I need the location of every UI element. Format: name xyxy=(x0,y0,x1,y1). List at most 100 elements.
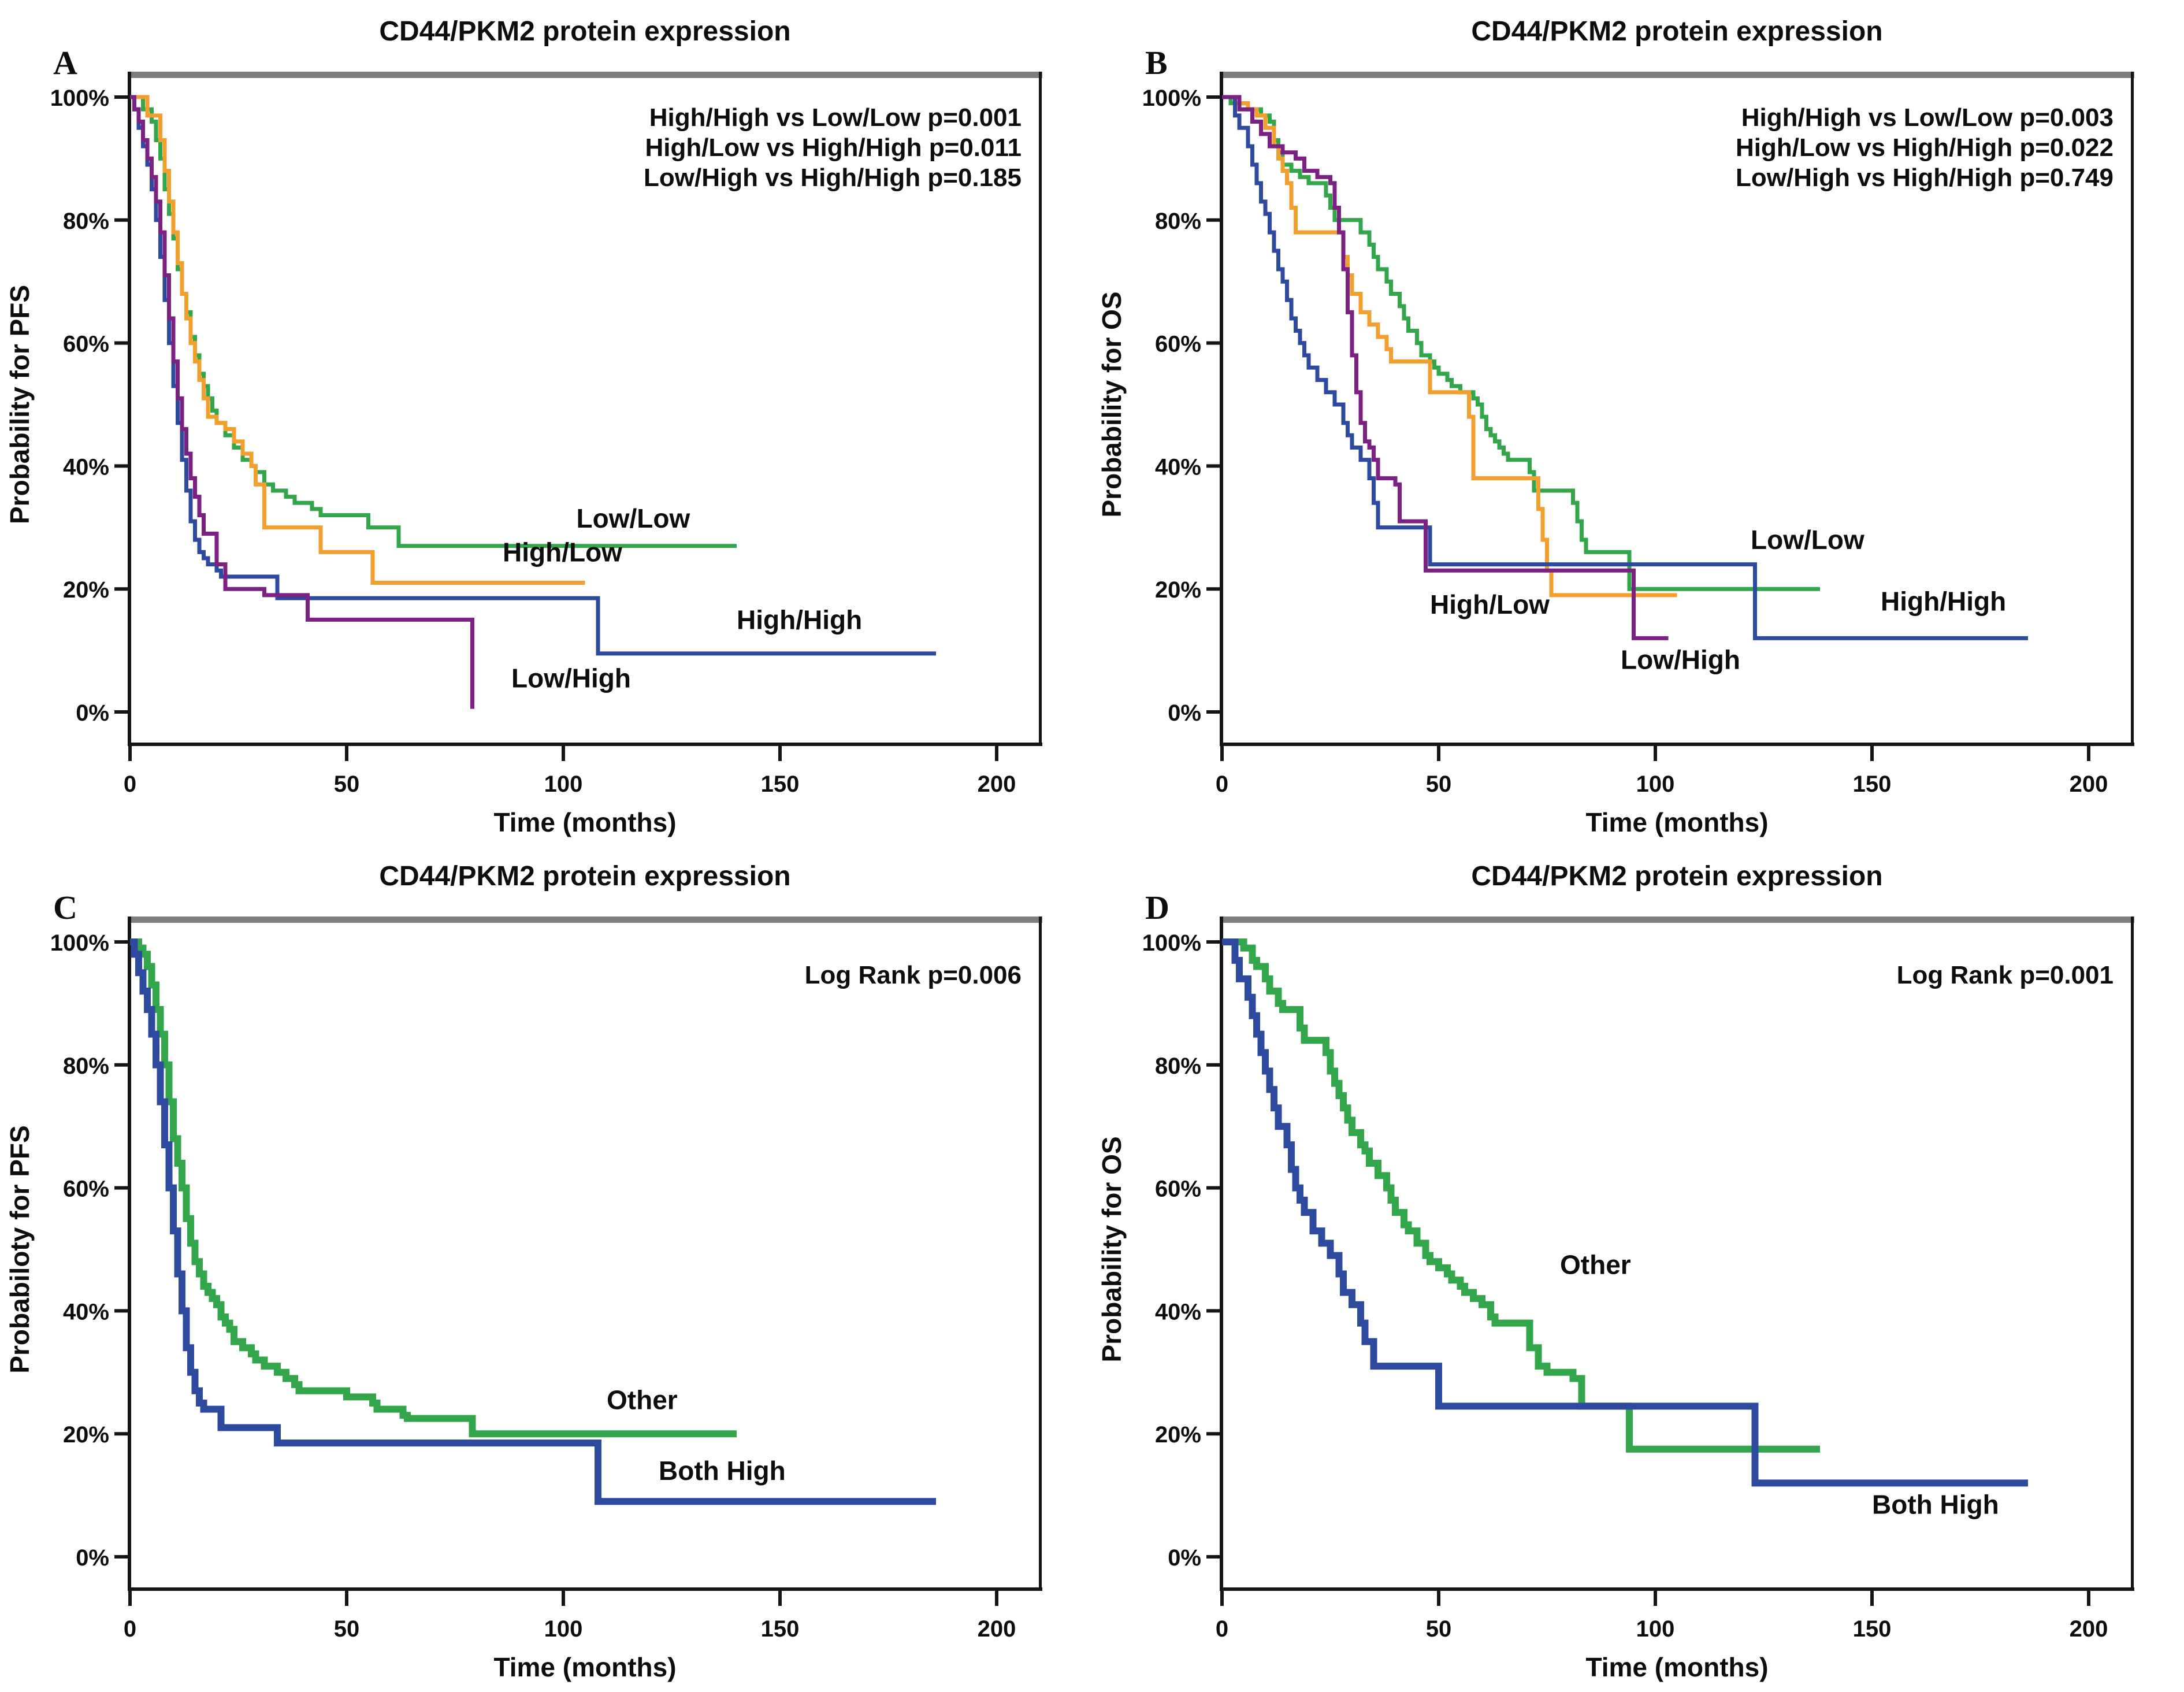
panel-b-os-four-groups: B CD44/PKM2 protein expression 0% 20% 40% 60%… xyxy=(1092,0,2184,844)
x-tick xyxy=(778,746,782,761)
x-tick-label: 50 xyxy=(334,1616,360,1642)
y-axis-title: Probabiloty for PFS xyxy=(5,1125,35,1373)
pvalue-annotation: High/Low vs High/High p=0.011 xyxy=(645,133,1022,162)
y-tick xyxy=(1206,341,1220,345)
x-tick-label: 50 xyxy=(1426,1616,1452,1642)
y-tick-label: 20% xyxy=(63,1422,109,1448)
plot-frame-top xyxy=(128,916,1042,923)
y-tick-label: 20% xyxy=(63,577,109,603)
x-tick xyxy=(562,1591,565,1606)
y-tick xyxy=(114,464,128,468)
y-axis-title: Probability for OS xyxy=(1097,291,1127,517)
y-tick-label: 40% xyxy=(1155,1299,1201,1324)
km-plot-a: A CD44/PKM2 protein expression 0% 20% 40% 60%… xyxy=(5,16,1042,837)
km-curve-high-high xyxy=(130,95,936,656)
y-tick-label: 0% xyxy=(76,1545,109,1571)
x-axis-line xyxy=(1220,743,2134,746)
y-tick-label: 0% xyxy=(76,700,109,726)
plot-frame-top xyxy=(1220,916,2134,923)
y-tick xyxy=(1206,1555,1220,1559)
y-tick-label: 100% xyxy=(50,930,109,956)
x-tick-label: 150 xyxy=(761,771,800,797)
plot-frame-top xyxy=(1220,72,2134,78)
km-curve-high-high xyxy=(1222,95,2028,640)
y-tick xyxy=(1206,1309,1220,1313)
curve-label-low-high: Low/High xyxy=(511,663,631,693)
y-axis-line xyxy=(128,72,131,746)
pvalue-annotation: High/High vs Low/Low p=0.003 xyxy=(1741,103,2114,132)
km-curve-high-low xyxy=(130,95,585,585)
y-tick-label: 60% xyxy=(63,1177,109,1202)
x-tick-label: 100 xyxy=(544,1616,583,1642)
x-tick-label: 200 xyxy=(978,771,1016,797)
y-tick-label: 0% xyxy=(1168,700,1201,726)
curve-label-low-high: Low/High xyxy=(1621,645,1740,675)
x-tick xyxy=(995,746,998,761)
y-tick xyxy=(114,341,128,345)
y-tick xyxy=(1206,587,1220,591)
y-tick-label: 40% xyxy=(63,1299,109,1324)
y-tick-label: 40% xyxy=(1155,454,1201,480)
curve-label-other: Other xyxy=(1560,1250,1631,1280)
x-tick-label: 150 xyxy=(1853,771,1892,797)
y-tick-label: 40% xyxy=(63,454,109,480)
pvalue-annotation: High/High vs Low/Low p=0.001 xyxy=(649,103,1022,132)
y-tick xyxy=(1206,218,1220,222)
x-tick xyxy=(995,1591,998,1606)
x-tick xyxy=(1870,746,1874,761)
x-tick-label: 0 xyxy=(1216,1616,1228,1642)
km-curve-low-low xyxy=(1222,95,1820,591)
y-tick xyxy=(1206,1186,1220,1190)
x-tick xyxy=(1870,1591,1874,1606)
km-plot-c: C CD44/PKM2 protein expression 0% 20% 40% 60%… xyxy=(5,861,1042,1682)
panel-letter-a: A xyxy=(53,44,77,81)
x-tick-label: 200 xyxy=(2070,771,2108,797)
x-tick xyxy=(778,1591,782,1606)
panel-letter-b: B xyxy=(1145,44,1168,81)
chart-title: CD44/PKM2 protein expression xyxy=(379,16,790,47)
x-tick xyxy=(1654,746,1657,761)
km-curve-low-high xyxy=(1222,95,1669,640)
curve-label-high-low: High/Low xyxy=(1430,589,1550,619)
y-tick xyxy=(114,1309,128,1313)
x-tick-label: 0 xyxy=(124,1616,136,1642)
x-tick-label: 200 xyxy=(2070,1616,2108,1642)
chart-title: CD44/PKM2 protein expression xyxy=(379,861,790,892)
x-tick xyxy=(2087,746,2090,761)
x-tick xyxy=(1437,746,1440,761)
chart-title: CD44/PKM2 protein expression xyxy=(1471,861,1882,892)
y-axis-title: Probability for PFS xyxy=(5,285,35,524)
y-tick-label: 80% xyxy=(1155,1053,1201,1079)
x-tick xyxy=(128,746,132,761)
pvalue-annotation: Log Rank p=0.001 xyxy=(1897,961,2114,989)
y-tick xyxy=(114,218,128,222)
x-tick xyxy=(562,746,565,761)
x-tick xyxy=(1654,1591,1657,1606)
x-tick-label: 150 xyxy=(1853,1616,1892,1642)
x-axis-line xyxy=(128,1587,1042,1591)
x-tick xyxy=(1437,1591,1440,1606)
panel-letter-c: C xyxy=(53,889,77,926)
pvalue-annotation: Log Rank p=0.006 xyxy=(805,961,1022,989)
x-tick xyxy=(2087,1591,2090,1606)
km-curve-both-high xyxy=(130,938,936,1505)
pvalue-annotation: Low/High vs High/High p=0.185 xyxy=(644,164,1022,192)
curve-label-low-low: Low/Low xyxy=(1751,525,1864,555)
x-tick-label: 0 xyxy=(1216,771,1228,797)
y-tick-label: 80% xyxy=(63,1053,109,1079)
x-axis-title: Time (months) xyxy=(493,807,676,837)
y-tick-label: 60% xyxy=(1155,1177,1201,1202)
y-axis-line xyxy=(1220,72,1223,746)
y-tick-label: 80% xyxy=(63,209,109,234)
curve-label-low-low: Low/Low xyxy=(577,503,690,533)
x-tick-label: 150 xyxy=(761,1616,800,1642)
y-axis-line xyxy=(128,916,131,1591)
km-curve-other xyxy=(1222,938,1820,1453)
curve-label-high-low: High/Low xyxy=(503,537,622,567)
km-curve-other xyxy=(130,938,737,1438)
x-axis-line xyxy=(128,743,1042,746)
curve-label-high-high: High/High xyxy=(737,604,862,634)
y-tick xyxy=(114,940,128,944)
y-tick xyxy=(1206,95,1220,99)
